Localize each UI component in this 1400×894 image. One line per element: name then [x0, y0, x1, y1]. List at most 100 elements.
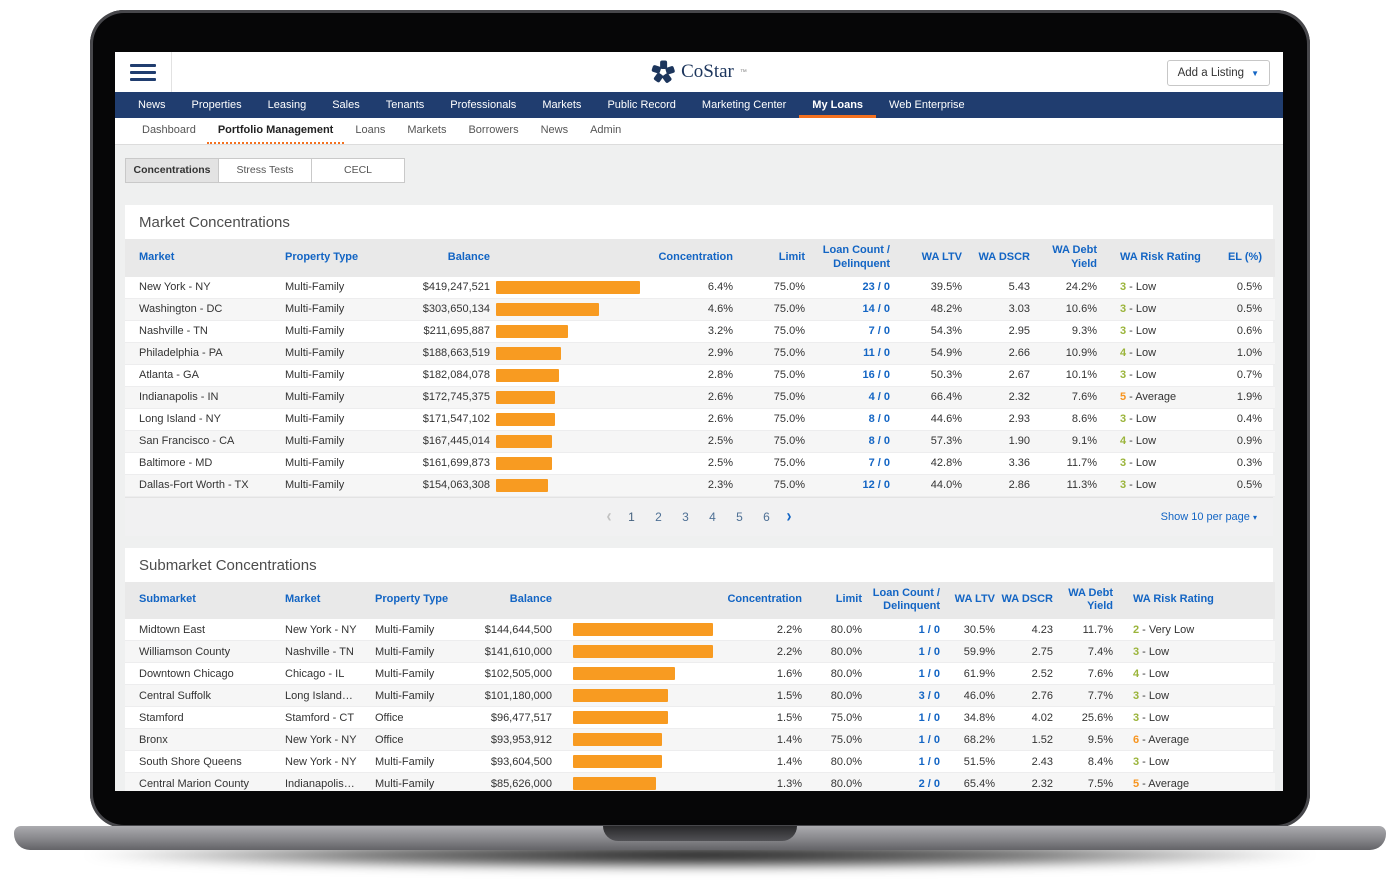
- column-header[interactable]: Limit: [802, 581, 862, 619]
- loan-count-link[interactable]: 1 / 0: [918, 733, 940, 746]
- concentration-bar-cell: [490, 277, 650, 299]
- column-header[interactable]: WA Debt Yield: [1030, 239, 1097, 277]
- market-cell: Long Island…: [285, 689, 353, 702]
- column-header[interactable]: EL (%): [1222, 239, 1275, 277]
- add-a-listing-button[interactable]: Add a Listing ▼: [1166, 60, 1270, 86]
- menu-button[interactable]: [115, 52, 172, 92]
- tab-concentrations[interactable]: Concentrations: [125, 158, 219, 183]
- loan-count-cell: 3 / 0: [862, 685, 940, 707]
- page-number-1[interactable]: 1: [628, 509, 635, 524]
- loan-count-link[interactable]: 7 / 0: [868, 325, 890, 337]
- subnav-item-markets[interactable]: Markets: [407, 124, 447, 136]
- tab-stress-tests[interactable]: Stress Tests: [218, 158, 312, 183]
- subnav-item-loans[interactable]: Loans: [355, 124, 386, 136]
- loan-count-link[interactable]: 8 / 0: [868, 435, 890, 447]
- subnav-item-admin[interactable]: Admin: [590, 124, 622, 136]
- column-header[interactable]: WA Debt Yield: [1053, 581, 1113, 619]
- concentration-bar: [573, 733, 662, 746]
- balance-cell: $188,663,519: [422, 347, 490, 359]
- costar-logo[interactable]: CoStar ™: [651, 52, 747, 92]
- wa-ltv-cell: 61.9%: [963, 667, 995, 680]
- tab-cecl[interactable]: CECL: [311, 158, 405, 183]
- nav-item-marketing-center[interactable]: Marketing Center: [701, 99, 787, 111]
- subnav-item-portfolio-management[interactable]: Portfolio Management: [206, 118, 345, 144]
- column-header[interactable]: Submarket: [125, 581, 285, 619]
- column-header[interactable]: WA DSCR: [962, 239, 1030, 277]
- nav-item-markets[interactable]: Markets: [542, 99, 582, 111]
- loan-count-link[interactable]: 1 / 0: [918, 755, 940, 768]
- table-row: South Shore Queens New York - NY Multi-Fam…: [125, 751, 1275, 773]
- loan-count-link[interactable]: 1 / 0: [918, 667, 940, 680]
- market-concentrations-table: Market Property Type Balance Concentration L…: [125, 239, 1275, 497]
- nav-item-my-loans[interactable]: My Loans: [799, 92, 876, 118]
- column-header[interactable]: WA Risk Rating: [1097, 239, 1222, 277]
- nav-item-tenants[interactable]: Tenants: [385, 99, 425, 111]
- column-header[interactable]: Concentration: [717, 581, 802, 619]
- nav-item-news[interactable]: News: [138, 99, 166, 111]
- balance-cell: $93,953,912: [490, 733, 552, 746]
- column-header[interactable]: [552, 581, 717, 619]
- page-number-2[interactable]: 2: [655, 509, 662, 524]
- wa-risk-rating-cell: 5 - Average: [1133, 777, 1190, 790]
- nav-item-web-enterprise[interactable]: Web Enterprise: [889, 99, 965, 111]
- column-header[interactable]: Balance: [470, 581, 552, 619]
- market-cell: Long Island - NY: [139, 413, 221, 425]
- risk-rating-number: 5: [1120, 391, 1127, 403]
- loan-count-link[interactable]: 14 / 0: [862, 303, 890, 315]
- nav-item-sales[interactable]: Sales: [332, 99, 360, 111]
- column-header[interactable]: Loan Count / Delinquent: [862, 581, 940, 619]
- loan-count-link[interactable]: 8 / 0: [868, 413, 890, 425]
- market-cell: Nashville - TN: [139, 325, 208, 337]
- subnav-item-dashboard[interactable]: Dashboard: [142, 124, 196, 136]
- column-header[interactable]: WA LTV: [890, 239, 962, 277]
- chevron-right-icon[interactable]: ›: [786, 505, 792, 528]
- wa-ltv-cell: 66.4%: [930, 391, 962, 403]
- limit-cell: 75.0%: [773, 347, 805, 359]
- loan-count-link[interactable]: 4 / 0: [868, 391, 890, 403]
- page-number-3[interactable]: 3: [682, 509, 689, 524]
- column-header[interactable]: Market: [125, 239, 285, 277]
- column-header[interactable]: Concentration: [650, 239, 733, 277]
- table-row: Philadelphia - PA Multi-Family $188,663,51…: [125, 342, 1275, 364]
- chevron-left-icon[interactable]: ‹: [606, 505, 612, 528]
- loan-count-link[interactable]: 12 / 0: [862, 479, 890, 491]
- column-header[interactable]: Limit: [733, 239, 805, 277]
- el-cell: 0.9%: [1236, 435, 1262, 447]
- wa-ltv-cell: 48.2%: [930, 303, 962, 315]
- wa-dscr-cell: 2.32: [1008, 391, 1030, 403]
- column-header[interactable]: Property Type: [285, 239, 397, 277]
- nav-item-properties[interactable]: Properties: [191, 99, 242, 111]
- wa-ltv-cell: 54.3%: [930, 325, 962, 337]
- subnav-item-news[interactable]: News: [540, 124, 569, 136]
- column-header[interactable]: Balance: [397, 239, 490, 277]
- show-per-page-dropdown[interactable]: Show 10 per page ▾: [1161, 511, 1257, 523]
- page-number-6[interactable]: 6: [763, 509, 770, 524]
- loan-count-link[interactable]: 3 / 0: [918, 689, 940, 702]
- concentration-bar: [573, 623, 713, 636]
- nav-item-professionals[interactable]: Professionals: [450, 99, 517, 111]
- concentration-cell: 2.6%: [707, 391, 733, 403]
- column-header[interactable]: Loan Count / Delinquent: [805, 239, 890, 277]
- column-header[interactable]: WA LTV: [940, 581, 995, 619]
- column-header[interactable]: [490, 239, 650, 277]
- loan-count-link[interactable]: 2 / 0: [918, 777, 940, 790]
- column-header[interactable]: WA Risk Rating: [1113, 581, 1275, 619]
- page-number-4[interactable]: 4: [709, 509, 716, 524]
- nav-item-public-record[interactable]: Public Record: [607, 99, 676, 111]
- loan-count-link[interactable]: 11 / 0: [863, 347, 890, 359]
- subnav-item-borrowers[interactable]: Borrowers: [468, 124, 519, 136]
- column-header[interactable]: Property Type: [375, 581, 470, 619]
- page-number-5[interactable]: 5: [736, 509, 743, 524]
- loan-count-link[interactable]: 1 / 0: [918, 711, 940, 724]
- concentration-bar: [496, 390, 555, 404]
- loan-count-link[interactable]: 7 / 0: [868, 457, 890, 469]
- wa-risk-rating-cell: 3 - Low: [1120, 413, 1157, 425]
- loan-count-link[interactable]: 1 / 0: [918, 623, 940, 636]
- nav-item-leasing[interactable]: Leasing: [267, 99, 307, 111]
- column-header[interactable]: WA DSCR: [995, 581, 1053, 619]
- loan-count-link[interactable]: 1 / 0: [918, 645, 940, 658]
- loan-count-link[interactable]: 16 / 0: [862, 369, 890, 381]
- loan-count-link[interactable]: 23 / 0: [862, 281, 890, 293]
- balance-cell: $419,247,521: [422, 281, 490, 293]
- column-header[interactable]: Market: [285, 581, 375, 619]
